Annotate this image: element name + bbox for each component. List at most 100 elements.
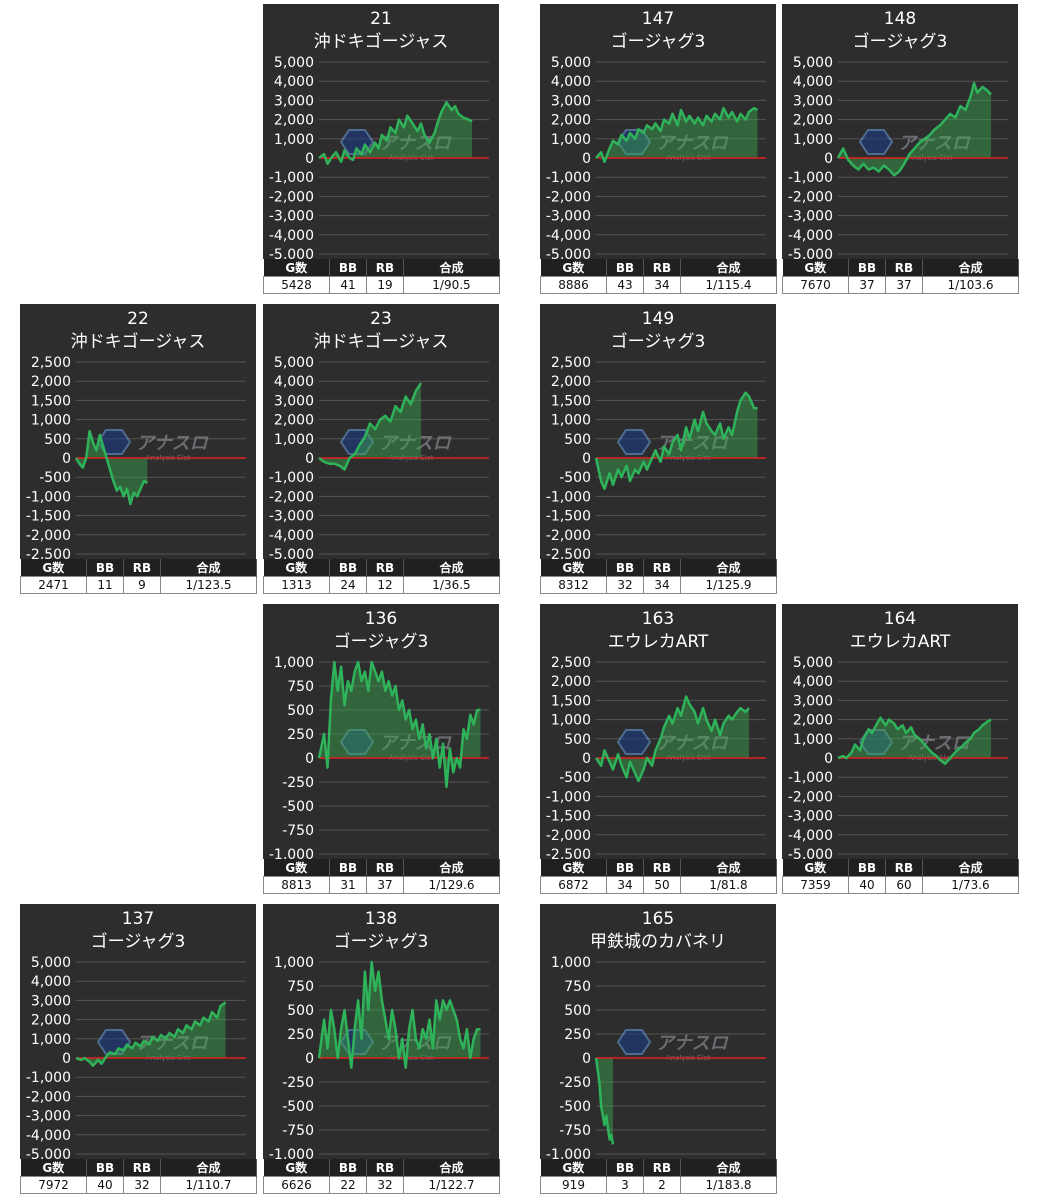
y-tick-label: -1,000 bbox=[269, 1147, 314, 1159]
bb-value: 41 bbox=[329, 276, 367, 294]
y-tick-label: -1,000 bbox=[546, 489, 591, 505]
watermark-text: アナスロ bbox=[656, 733, 730, 754]
machine-number: 147 bbox=[641, 9, 675, 29]
y-tick-label: 1,000 bbox=[793, 132, 833, 148]
machine-title: ゴージャグ3 bbox=[333, 932, 429, 952]
bb-value: 31 bbox=[329, 876, 367, 894]
line-chart: 2,500 2,000 1,500 1,000 500 0 -500 -1,000 -1,500… bbox=[26, 355, 246, 559]
rb-value: 60 bbox=[885, 876, 923, 894]
line-chart: 5,000 4,000 3,000 2,000 1,000 0 -1,000 -2,000 -3… bbox=[546, 55, 766, 259]
rb-header: RB bbox=[366, 259, 404, 277]
y-tick-label: 3,000 bbox=[274, 393, 314, 409]
y-tick-label: 1,000 bbox=[551, 413, 591, 429]
y-tick-label: 500 bbox=[287, 1003, 314, 1019]
bb-header: BB bbox=[329, 259, 367, 277]
y-tick-label: 4,000 bbox=[274, 74, 314, 90]
games-header: G数 bbox=[540, 859, 607, 877]
y-tick-label: -1,000 bbox=[269, 470, 314, 486]
rb-header: RB bbox=[885, 259, 923, 277]
y-tick-label: 0 bbox=[582, 751, 591, 767]
machine-title: ゴージャグ3 bbox=[333, 632, 429, 652]
combined-header: 合成 bbox=[403, 859, 500, 877]
y-tick-label: -250 bbox=[282, 1075, 314, 1091]
games-header: G数 bbox=[263, 259, 330, 277]
machine-panel: 148 ゴージャグ3 5,000 4,000 3,000 2,000 1,000 0 -1,00… bbox=[782, 4, 1019, 294]
line-chart: 2,500 2,000 1,500 1,000 500 0 -500 -1,000 -1,500… bbox=[546, 655, 766, 859]
y-tick-label: -1,000 bbox=[788, 770, 833, 786]
series-line bbox=[317, 960, 481, 1069]
combined-header: 合成 bbox=[922, 859, 1019, 877]
series-line bbox=[836, 81, 992, 177]
watermark-text: アナスロ bbox=[136, 433, 210, 454]
series-area bbox=[838, 717, 991, 764]
y-tick-label: 2,000 bbox=[551, 374, 591, 390]
rb-value: 34 bbox=[643, 576, 681, 594]
line-chart: 5,000 4,000 3,000 2,000 1,000 0 -1,000 -2,000 -3… bbox=[788, 655, 1008, 859]
y-tick-label: 4,000 bbox=[31, 974, 71, 990]
bb-value: 37 bbox=[848, 276, 886, 294]
y-tick-label: 4,000 bbox=[793, 74, 833, 90]
machine-title: ゴージャグ3 bbox=[610, 32, 706, 52]
y-tick-label: -5,000 bbox=[788, 247, 833, 259]
games-value: 7359 bbox=[782, 876, 849, 894]
stats-table: G数 BB RB 合成 7359 40 60 1/73.6 bbox=[782, 859, 1019, 894]
series-area bbox=[596, 696, 749, 782]
combined-header: 合成 bbox=[403, 559, 500, 577]
bb-value: 11 bbox=[86, 576, 124, 594]
machine-title: ゴージャグ3 bbox=[610, 332, 706, 352]
y-tick-label: -2,000 bbox=[546, 528, 591, 544]
rb-value: 32 bbox=[123, 1176, 161, 1194]
y-tick-label: 750 bbox=[287, 979, 314, 995]
y-tick-label: -4,000 bbox=[269, 528, 314, 544]
machine-panel: 165 甲鉄城のカバネリ 1,000 750 500 250 0 -250 -500 -750 -1… bbox=[540, 904, 777, 1194]
y-tick-label: 0 bbox=[305, 151, 314, 167]
y-tick-label: -2,000 bbox=[788, 189, 833, 205]
combined-value: 1/90.5 bbox=[403, 276, 500, 294]
rb-header: RB bbox=[885, 859, 923, 877]
series-area bbox=[76, 431, 148, 505]
rb-value: 37 bbox=[885, 276, 923, 294]
y-tick-label: 1,000 bbox=[551, 955, 591, 971]
y-tick-label: -5,000 bbox=[269, 547, 314, 559]
y-tick-label: -3,000 bbox=[788, 809, 833, 825]
y-tick-label: -750 bbox=[559, 1123, 591, 1139]
bb-header: BB bbox=[606, 859, 644, 877]
y-tick-label: 3,000 bbox=[274, 93, 314, 109]
machine-number: 164 bbox=[883, 609, 917, 629]
hexagon-icon bbox=[96, 1029, 132, 1055]
y-tick-label: -2,000 bbox=[26, 528, 71, 544]
rb-value: 50 bbox=[643, 876, 681, 894]
machine-number: 148 bbox=[883, 9, 917, 29]
y-tick-label: -250 bbox=[559, 1075, 591, 1091]
y-tick-label: -4,000 bbox=[788, 228, 833, 244]
watermark-text: アナスロ bbox=[898, 133, 972, 154]
machine-number: 22 bbox=[127, 309, 149, 329]
bb-value: 43 bbox=[606, 276, 644, 294]
rb-header: RB bbox=[123, 1159, 161, 1177]
y-tick-label: 2,500 bbox=[551, 655, 591, 671]
y-tick-label: 1,500 bbox=[551, 393, 591, 409]
y-tick-label: -2,500 bbox=[26, 547, 71, 559]
machine-title: エウレカART bbox=[607, 632, 709, 652]
machine-panel: 149 ゴージャグ3 2,500 2,000 1,500 1,000 500 0 -500 -1,… bbox=[540, 304, 777, 594]
rb-value: 37 bbox=[366, 876, 404, 894]
stats-table: G数 BB RB 合成 5428 41 19 1/90.5 bbox=[263, 259, 500, 294]
hexagon-icon bbox=[339, 729, 375, 755]
games-value: 8886 bbox=[540, 276, 607, 294]
stats-table: G数 BB RB 合成 8813 31 37 1/129.6 bbox=[263, 859, 500, 894]
games-header: G数 bbox=[540, 259, 607, 277]
y-tick-label: 2,000 bbox=[793, 713, 833, 729]
stats-table: G数 BB RB 合成 8886 43 34 1/115.4 bbox=[540, 259, 777, 294]
stats-table: G数 BB RB 合成 8312 32 34 1/125.9 bbox=[540, 559, 777, 594]
rb-header: RB bbox=[123, 559, 161, 577]
series-line bbox=[75, 1001, 227, 1067]
y-tick-label: 4,000 bbox=[551, 74, 591, 90]
y-tick-label: -1,000 bbox=[546, 170, 591, 186]
y-tick-label: -4,000 bbox=[26, 1128, 71, 1144]
y-tick-label: 2,000 bbox=[551, 674, 591, 690]
hexagon-icon bbox=[858, 129, 894, 155]
y-tick-label: 1,000 bbox=[274, 655, 314, 671]
stats-table: G数 BB RB 合成 919 3 2 1/183.8 bbox=[540, 1159, 777, 1194]
combined-header: 合成 bbox=[680, 559, 777, 577]
